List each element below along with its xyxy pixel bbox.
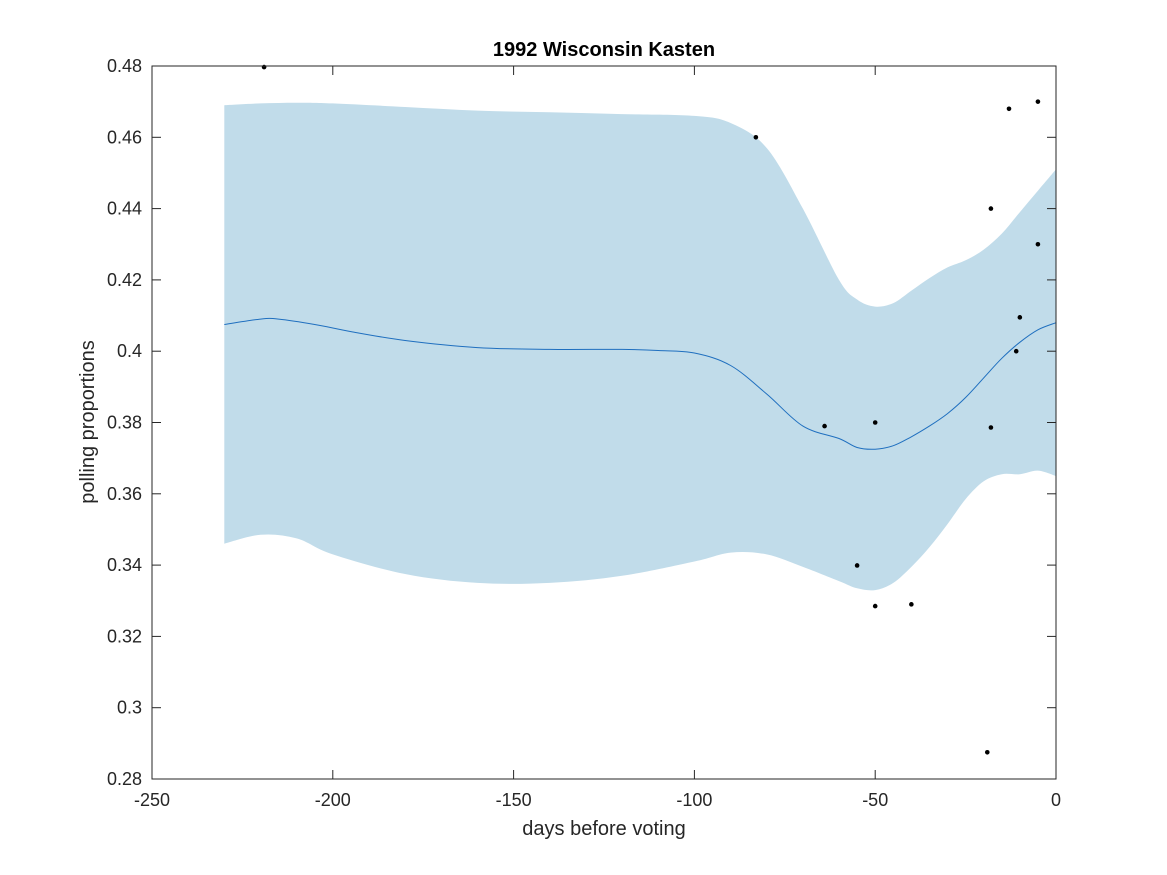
data-point-2 <box>822 423 827 429</box>
confidence-band <box>224 102 1057 591</box>
data-point-13 <box>1035 99 1041 104</box>
axis-ticks-layer: -250 -200 -150 -100 -50 0 0.28 0.3 0.32 0.34 0.36 0… <box>107 56 1061 810</box>
data-point-8 <box>988 206 994 211</box>
data-point-7 <box>984 749 990 755</box>
y-tick-label: 0.42 <box>107 270 142 290</box>
data-points-layer <box>261 64 1041 755</box>
y-tick-label: 0.34 <box>107 555 142 575</box>
mean-line-layer <box>224 317 1057 450</box>
data-point-6 <box>909 602 914 607</box>
x-tick-label: -250 <box>134 790 170 810</box>
x-axis-label: days before voting <box>522 818 685 840</box>
y-tick-label: 0.44 <box>107 199 142 219</box>
y-tick-label: 0.38 <box>107 413 142 433</box>
data-point-4 <box>872 420 878 425</box>
data-point-11 <box>1013 348 1019 354</box>
y-tick-label: 0.28 <box>107 769 142 789</box>
y-axis-label: polling proportions <box>77 340 99 503</box>
data-point-5 <box>872 603 878 609</box>
data-point-9 <box>988 425 994 430</box>
x-tick-label: -50 <box>862 790 888 810</box>
y-tick-label: 0.46 <box>107 127 142 147</box>
y-tick-label: 0.36 <box>107 484 142 504</box>
data-point-0 <box>261 64 267 70</box>
y-tick-label: 0.3 <box>117 698 142 718</box>
x-tick-label: -150 <box>496 790 532 810</box>
data-point-14 <box>1035 241 1041 247</box>
y-tick-label: 0.48 <box>107 56 142 76</box>
confidence-band-layer <box>224 102 1057 591</box>
data-point-3 <box>854 563 860 568</box>
x-tick-label: -100 <box>676 790 712 810</box>
x-tick-label: 0 <box>1051 790 1061 810</box>
chart-title: 1992 Wisconsin Kasten <box>493 39 715 61</box>
data-point-12 <box>1017 315 1023 320</box>
x-tick-label: -200 <box>315 790 351 810</box>
data-point-10 <box>1006 106 1012 112</box>
mean-line-0 <box>224 317 1057 450</box>
y-tick-label: 0.4 <box>117 341 142 361</box>
y-tick-label: 0.32 <box>107 626 142 646</box>
data-point-1 <box>753 135 759 140</box>
